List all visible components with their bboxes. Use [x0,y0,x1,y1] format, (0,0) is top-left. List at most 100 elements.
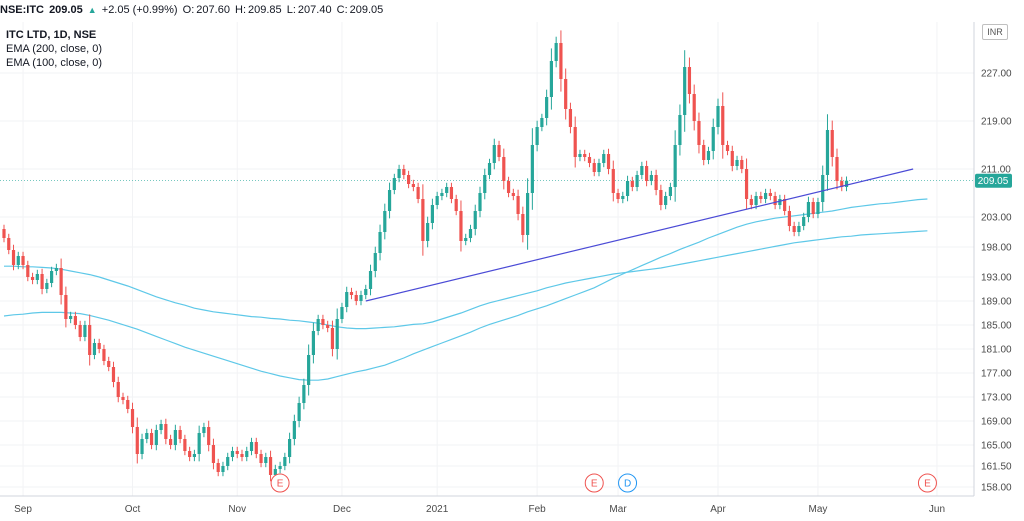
candle-body [164,424,168,439]
candle-body [302,385,306,403]
candle [340,302,344,324]
candle-body [83,325,87,337]
candle [297,396,301,428]
candle [178,425,182,444]
trendline-segment[interactable] [365,168,914,302]
candle [502,148,506,190]
candle [830,120,834,167]
candle-body [754,196,758,205]
candle [126,395,130,414]
change-arrow-icon: ▲ [87,5,97,15]
candle [21,251,25,270]
candle-body [207,427,211,445]
candle-body [202,427,206,433]
candle-body [635,175,639,187]
earnings-marker[interactable]: E [270,473,290,493]
candle [811,197,815,219]
event-marker-label: E [277,479,284,490]
candle-body [254,442,258,454]
candle-body [440,193,444,196]
candle [725,140,730,156]
time-tick-label: Oct [125,504,141,515]
candle-body [816,202,820,214]
low-value: 207.40 [297,4,332,16]
candle-body [383,211,387,232]
legend-ema-200[interactable]: EMA (200, close, 0) [6,43,102,55]
candle-body [169,439,173,445]
price-tick-label: 169.00 [981,417,1012,428]
candle [69,311,73,324]
candle [421,184,425,256]
candle [221,461,225,477]
candle [307,344,311,396]
dividend-marker[interactable]: D [618,473,638,493]
candle-body [288,439,292,457]
candle [825,114,830,191]
price-tick-label: 227.00 [981,69,1012,80]
candle [30,272,35,285]
candle [288,432,292,464]
candle-body [806,202,811,217]
candle-body [307,355,311,385]
candle [816,197,820,219]
candle [654,169,658,196]
candle-body [802,217,806,226]
price-axis[interactable]: 227.00 219.00 211.00 203.00 198.00 193.00 189.… [981,69,1012,494]
candle-body [107,361,111,367]
candle-body [292,421,296,439]
candle-body [135,427,139,454]
candle [664,191,668,210]
candle-body [821,175,825,202]
symbol-name[interactable]: NSE:ITC [0,4,44,16]
candle [169,434,173,450]
candle [16,251,20,270]
price-tick-label: 193.00 [981,273,1012,284]
candle [302,378,306,410]
legend-ema-100[interactable]: EMA (100, close, 0) [6,57,102,69]
candle-body [149,433,154,445]
open-label: O: [182,4,195,16]
candle-body [321,319,325,325]
trendline[interactable] [365,168,914,302]
candle-body [273,469,277,475]
time-axis[interactable]: Sep Oct Nov Dec 2021 Feb Mar Apr May Jun [14,504,945,515]
candle-body [387,190,392,211]
candle [602,149,606,168]
candle-body [402,169,406,175]
candle-body [259,454,263,463]
candle-body [411,184,415,187]
candle-body [435,196,439,205]
candle-body [340,307,344,319]
candle [702,139,706,166]
candle [716,98,720,135]
candle-body [730,151,734,166]
candle-body [549,61,553,97]
candle-body [40,274,44,289]
candle-body [559,43,563,79]
candle [73,311,77,330]
earnings-marker[interactable]: E [584,473,604,493]
event-marker-label: E [591,479,598,490]
candle [692,84,696,131]
legend-title[interactable]: ITC LTD, 1D, NSE [6,29,97,41]
candle-body [568,109,573,127]
candle [445,182,449,198]
candle-body [611,169,615,193]
event-marker-circle [618,473,638,493]
candle [787,205,791,232]
candle-body [268,457,273,475]
candle-body [759,196,763,199]
candle [88,314,92,366]
candle [468,224,473,243]
candle [354,290,358,306]
candle [249,437,254,456]
price-tick-label: 177.00 [981,369,1012,380]
earnings-marker[interactable]: E [917,473,937,493]
candle-body [245,451,249,457]
candle [645,160,649,187]
candle [535,120,539,152]
price-tick-label: 181.00 [981,345,1012,356]
time-tick-label: Jun [929,504,945,515]
currency-badge[interactable]: INR [982,24,1008,40]
